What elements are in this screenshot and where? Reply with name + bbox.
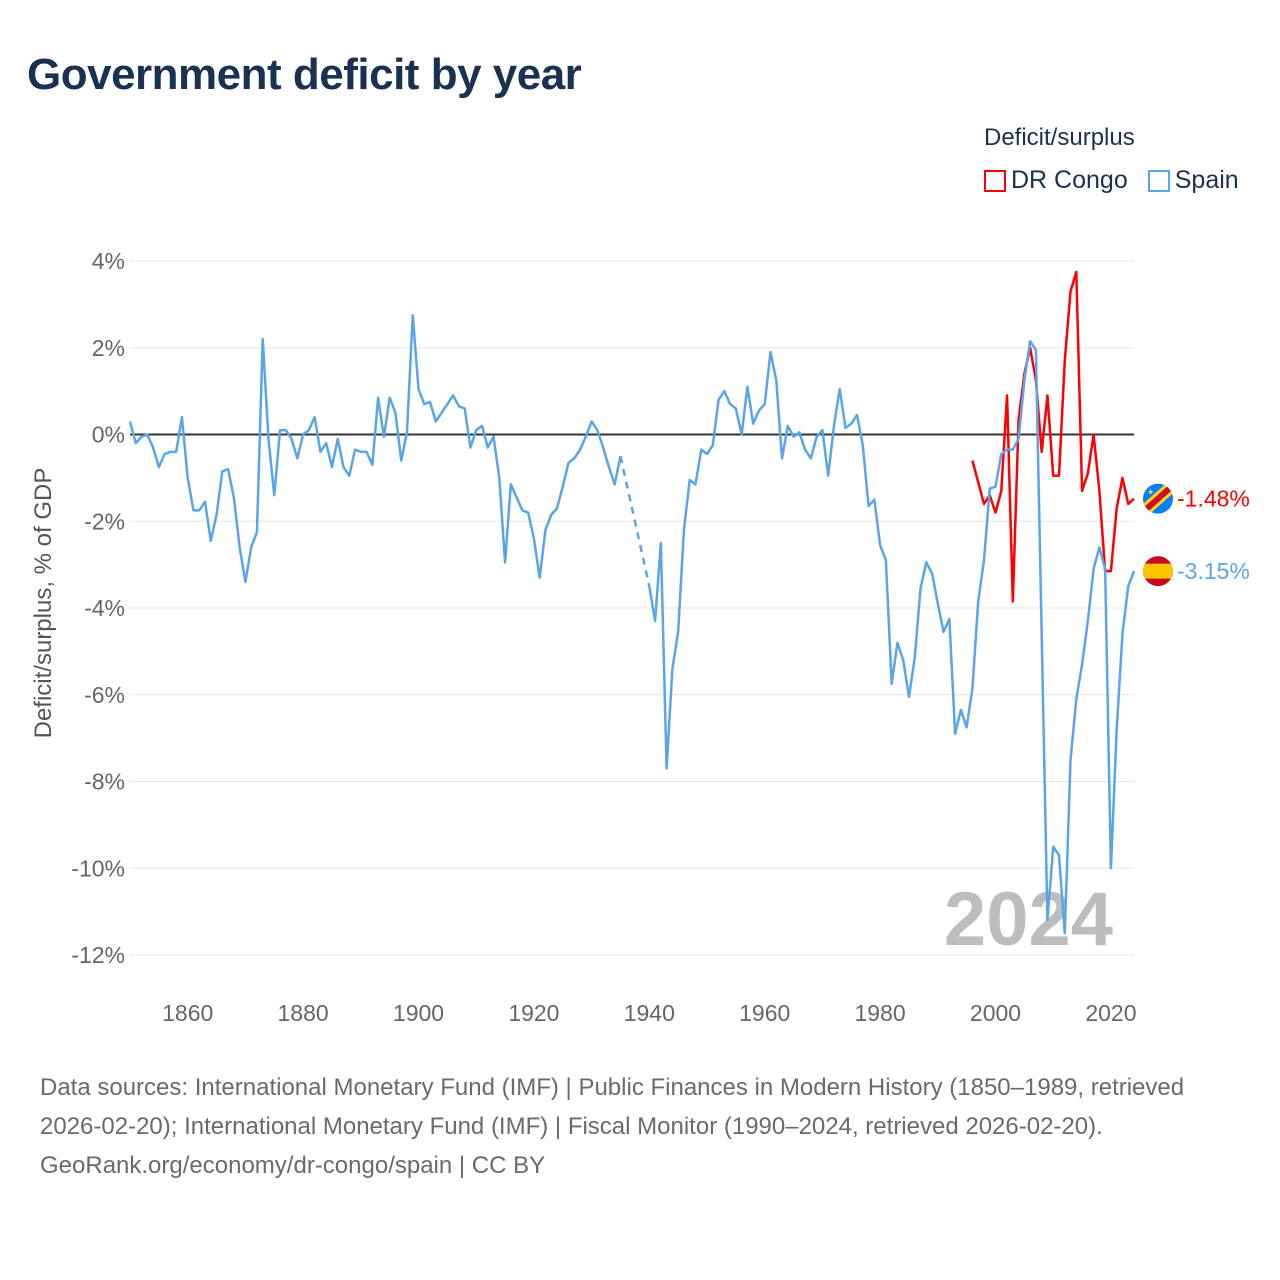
y-tick-label: -10% [71,855,125,881]
x-tick-label: 1900 [393,1000,444,1026]
series-line-spain [648,339,1136,935]
flag-dr-congo-icon: ★ [1143,483,1173,514]
series-line-dr-congo [971,270,1135,603]
x-tick-label: 2020 [1085,1000,1136,1026]
x-tick-label: 1980 [855,1000,906,1026]
legend-title: Deficit/surplus [984,124,1135,151]
x-tick-label: 1880 [278,1000,329,1026]
y-axis-label: Deficit/surplus, % of GDP [30,468,57,739]
end-label-dr-congo: -1.48% [1177,486,1250,512]
y-tick-label: -8% [84,769,125,795]
legend-swatch-dr-congo [984,169,1006,192]
chart-title: Government deficit by year [27,50,582,99]
data-sources: Data sources: International Monetary Fun… [40,1074,1185,1140]
x-tick-label: 1960 [739,1000,790,1026]
end-label-spain: -3.15% [1177,558,1250,584]
y-tick-label: 0% [92,422,125,448]
y-tick-label: -4% [84,595,125,621]
y-tick-label: 4% [92,248,125,274]
footer: Data sources: International Monetary Fun… [40,1068,1240,1185]
x-tick-label: 1940 [624,1000,675,1026]
flag-spain-icon [1143,556,1173,587]
series-line-spain [128,313,622,584]
year-watermark: 2024 [944,877,1113,962]
x-tick-label: 1860 [162,1000,213,1026]
legend-item-spain[interactable]: Spain [1147,166,1239,195]
legend-swatch-spain [1147,169,1170,192]
legend: DR Congo Spain [984,166,1239,195]
plot-area: 4% 2% 0% -2% -4% -6% -8% -10% -12% 1860 1880 1900 19… [30,248,1250,1026]
y-tick-label: -6% [84,682,125,708]
svg-text:★: ★ [1147,488,1154,497]
credit-link[interactable]: GeoRank.org/economy/dr-congo/spain | CC … [40,1152,546,1179]
y-tick-label: -2% [84,508,125,534]
series-gap-spain [619,455,651,587]
legend-label: DR Congo [1011,166,1128,194]
y-tick-label: -12% [71,942,125,968]
legend-item-dr-congo[interactable]: DR Congo [984,166,1128,195]
x-tick-label: 1920 [508,1000,559,1026]
x-tick-label: 2000 [970,1000,1021,1026]
legend-label: Spain [1174,166,1239,194]
y-tick-label: 2% [92,335,125,361]
